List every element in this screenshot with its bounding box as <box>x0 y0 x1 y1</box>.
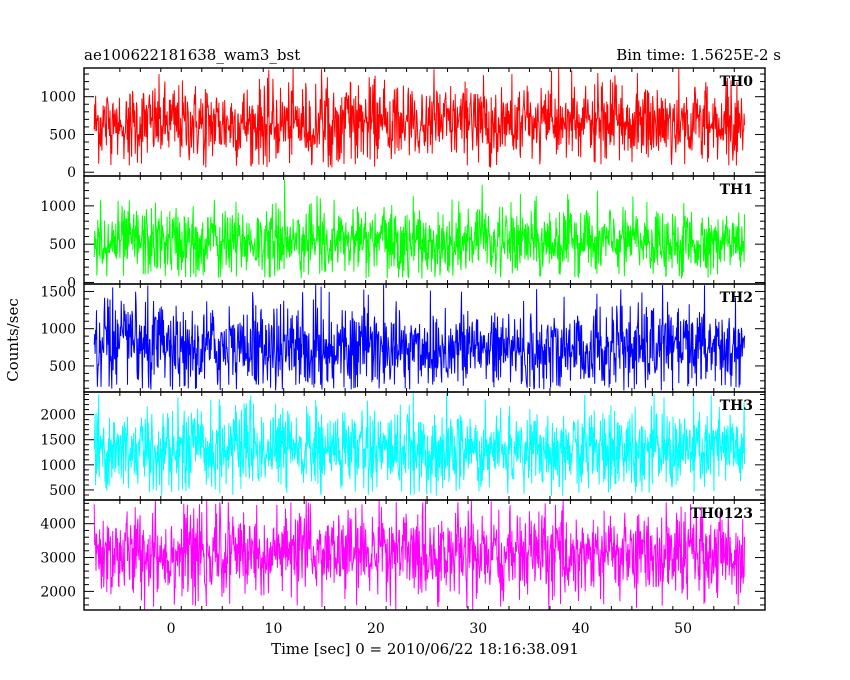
y-tick-label: 4000 <box>40 517 76 533</box>
y-tick-label: 1500 <box>40 433 76 449</box>
x-tick-label: 0 <box>167 621 176 637</box>
y-tick-label: 500 <box>49 237 76 253</box>
panel-th3: 500 1000 1500 2000 TH3 <box>40 391 766 501</box>
y-tick-label: 3000 <box>40 551 76 567</box>
panel-label-th1: TH1 <box>720 182 753 198</box>
panel-label-th0: TH0 <box>720 74 754 90</box>
y-tick-label: 0 <box>67 165 76 181</box>
panel-th0: 0 500 1000 TH0 <box>40 67 766 181</box>
series-th0 <box>93 68 745 168</box>
x-tick-label: 50 <box>674 621 692 637</box>
x-tick-label: 40 <box>572 621 590 637</box>
y-tick-label: 1000 <box>40 90 76 106</box>
x-axis-title: Time [sec] 0 = 2010/06/22 18:16:38.091 <box>271 640 579 658</box>
y-tick-label: 500 <box>49 359 76 375</box>
panel-frame <box>83 499 766 611</box>
panel-label-th3: TH3 <box>720 398 753 414</box>
y-tick-label: 2000 <box>40 584 76 600</box>
x-tick-label: 20 <box>367 621 385 637</box>
series-th1 <box>93 179 745 279</box>
panel-th0123: 2000 3000 4000 TH0123 <box>40 499 766 611</box>
panel-label-th0123: TH0123 <box>690 506 753 522</box>
y-axis-title: Counts/sec <box>4 298 22 382</box>
series-th0123 <box>93 500 745 610</box>
y-tick-label: 500 <box>49 483 76 499</box>
y-tick-label: 500 <box>49 127 76 143</box>
x-tick-label: 30 <box>469 621 487 637</box>
y-tick-label: 2000 <box>40 408 76 424</box>
panel-th1: 0 500 1000 TH1 <box>40 175 766 291</box>
y-tick-label: 0 <box>67 275 76 291</box>
series-th3 <box>93 392 745 496</box>
bin-time-label: Bin time: 1.5625E-2 s <box>616 46 781 64</box>
y-tick-label: 1000 <box>40 458 76 474</box>
chart-title: ae100622181638_wam3_bst <box>84 46 300 64</box>
x-tick-label: 10 <box>265 621 283 637</box>
panel-label-th2: TH2 <box>720 290 753 306</box>
panel-th2: 500 1000 1500 TH2 <box>40 283 766 393</box>
y-tick-label: 1500 <box>40 284 76 300</box>
y-tick-label: 1000 <box>40 199 76 215</box>
y-tick-label: 1000 <box>40 322 76 338</box>
series-th2 <box>93 284 745 391</box>
